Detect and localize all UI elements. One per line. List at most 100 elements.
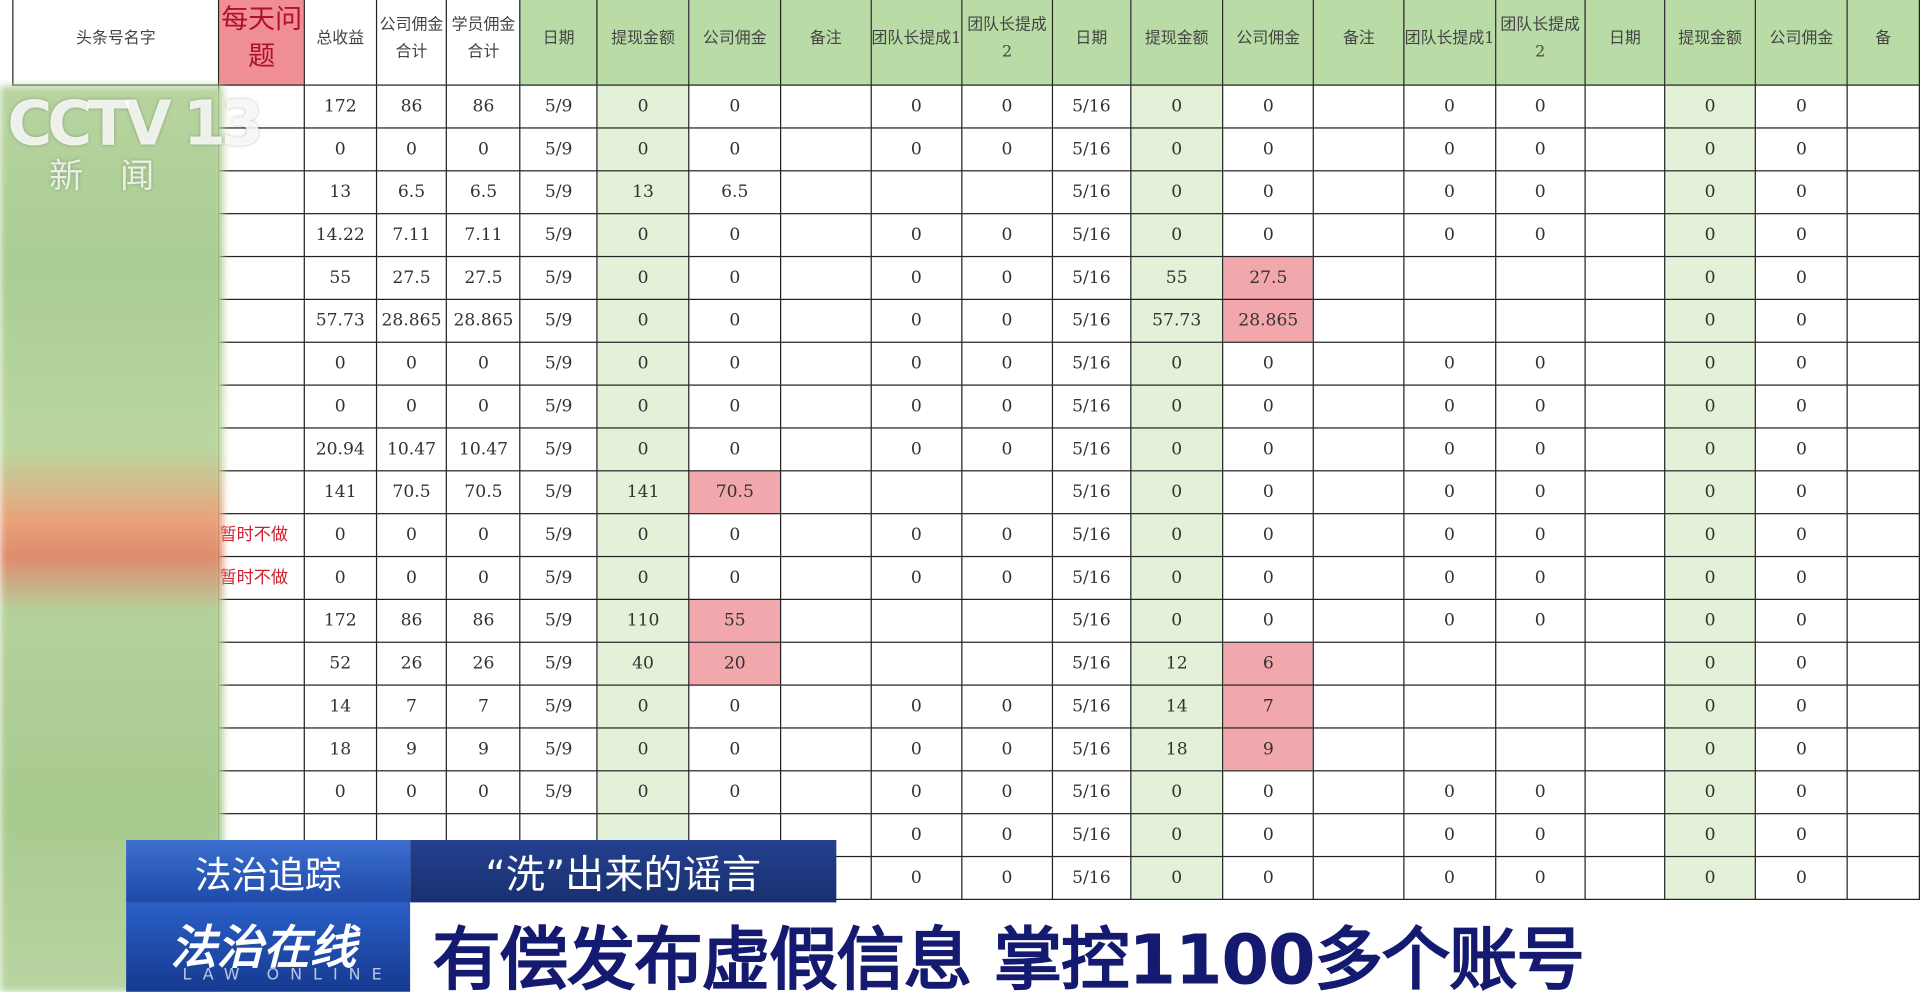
table-cell[interactable]: 0 [688, 255, 782, 301]
table-cell[interactable]: 0 [596, 684, 690, 729]
table-cell[interactable] [780, 427, 872, 472]
issue-cell[interactable] [218, 127, 306, 172]
table-cell[interactable]: 5/16 [1051, 127, 1132, 172]
table-cell[interactable]: 0 [1663, 770, 1757, 815]
table-cell[interactable]: 0 [1222, 598, 1315, 643]
table-cell[interactable]: 5/16 [1051, 255, 1132, 301]
table-cell[interactable]: 0 [1755, 84, 1848, 129]
table-cell[interactable]: 70.5 [446, 470, 521, 515]
table-cell[interactable] [780, 598, 872, 643]
table-cell[interactable]: 0 [870, 855, 963, 901]
table-cell[interactable] [1313, 770, 1405, 815]
table-cell[interactable]: 0 [1130, 770, 1224, 815]
table-cell[interactable]: 0 [1494, 555, 1586, 601]
table-cell[interactable]: 0 [596, 298, 690, 343]
table-cell[interactable] [1403, 641, 1496, 686]
table-cell[interactable] [1584, 341, 1666, 386]
table-cell[interactable]: 0 [1130, 427, 1224, 472]
table-cell[interactable]: 0 [446, 341, 521, 386]
table-cell[interactable] [1584, 384, 1666, 429]
table-cell[interactable] [870, 641, 963, 686]
table-cell[interactable] [1584, 213, 1666, 258]
table-cell[interactable]: 0 [1663, 427, 1757, 472]
table-cell[interactable]: 0 [961, 298, 1053, 343]
table-cell[interactable]: 0 [870, 384, 963, 429]
table-cell[interactable]: 0 [303, 555, 377, 601]
table-cell[interactable]: 0 [1130, 170, 1224, 215]
table-cell[interactable]: 0 [1663, 255, 1757, 301]
table-cell[interactable]: 0 [1663, 127, 1757, 172]
table-cell[interactable]: 0 [870, 298, 963, 343]
table-cell[interactable]: 70.5 [688, 470, 782, 515]
table-cell[interactable] [1584, 427, 1666, 472]
table-cell[interactable]: 0 [1494, 855, 1586, 901]
table-cell[interactable]: 0 [1222, 427, 1315, 472]
issue-cell[interactable] [218, 427, 306, 472]
table-cell[interactable]: 0 [446, 127, 521, 172]
table-cell[interactable] [1494, 641, 1586, 686]
table-cell[interactable]: 0 [303, 127, 377, 172]
table-cell[interactable] [1313, 555, 1405, 601]
table-cell[interactable]: 5/9 [519, 727, 598, 772]
table-cell[interactable]: 0 [1403, 427, 1496, 472]
table-cell[interactable]: 0 [1403, 170, 1496, 215]
table-cell[interactable]: 0 [1663, 813, 1757, 858]
table-cell[interactable]: 57.73 [1130, 298, 1224, 343]
table-cell[interactable] [780, 84, 872, 129]
table-cell[interactable]: 0 [1663, 84, 1757, 129]
table-cell[interactable]: 0 [961, 813, 1053, 858]
table-cell[interactable] [1846, 213, 1920, 258]
table-cell[interactable] [1313, 855, 1405, 901]
issue-cell[interactable]: 暂时不做 [218, 513, 306, 558]
table-cell[interactable]: 0 [961, 384, 1053, 429]
table-cell[interactable]: 13 [596, 170, 690, 215]
table-cell[interactable]: 5/16 [1051, 384, 1132, 429]
table-cell[interactable]: 5/16 [1051, 813, 1132, 858]
table-cell[interactable]: 172 [303, 598, 377, 643]
table-cell[interactable]: 5/9 [519, 384, 598, 429]
table-cell[interactable] [1403, 727, 1496, 772]
table-cell[interactable] [1403, 255, 1496, 301]
table-cell[interactable]: 0 [961, 255, 1053, 301]
table-cell[interactable]: 0 [688, 84, 782, 129]
table-cell[interactable]: 0 [1403, 513, 1496, 558]
table-cell[interactable]: 0 [870, 341, 963, 386]
table-cell[interactable]: 86 [375, 598, 448, 643]
table-cell[interactable]: 0 [1222, 213, 1315, 258]
table-cell[interactable] [1846, 770, 1920, 815]
table-cell[interactable] [1313, 341, 1405, 386]
table-cell[interactable]: 86 [446, 598, 521, 643]
table-cell[interactable]: 13 [303, 170, 377, 215]
table-cell[interactable]: 0 [1222, 384, 1315, 429]
table-cell[interactable]: 40 [596, 641, 690, 686]
table-cell[interactable]: 5/9 [519, 341, 598, 386]
table-cell[interactable] [1846, 427, 1920, 472]
table-cell[interactable] [1403, 298, 1496, 343]
table-cell[interactable]: 0 [1494, 127, 1586, 172]
table-cell[interactable]: 0 [688, 684, 782, 729]
table-cell[interactable]: 0 [961, 513, 1053, 558]
table-cell[interactable]: 5/9 [519, 641, 598, 686]
table-cell[interactable]: 26 [446, 641, 521, 686]
table-cell[interactable]: 0 [688, 213, 782, 258]
table-cell[interactable]: 5/16 [1051, 470, 1132, 515]
table-cell[interactable] [1584, 555, 1666, 601]
table-cell[interactable]: 5/16 [1051, 298, 1132, 343]
table-cell[interactable] [1846, 127, 1920, 172]
table-cell[interactable]: 0 [303, 384, 377, 429]
table-cell[interactable]: 0 [961, 770, 1053, 815]
table-cell[interactable]: 110 [596, 598, 690, 643]
table-cell[interactable] [780, 641, 872, 686]
table-cell[interactable]: 14.22 [303, 213, 377, 258]
table-cell[interactable] [1313, 513, 1405, 558]
table-cell[interactable]: 86 [375, 84, 448, 129]
table-cell[interactable] [1846, 470, 1920, 515]
table-cell[interactable]: 5/16 [1051, 855, 1132, 901]
table-cell[interactable]: 0 [303, 341, 377, 386]
table-cell[interactable] [1846, 255, 1920, 301]
table-cell[interactable]: 0 [1403, 127, 1496, 172]
table-cell[interactable]: 0 [1130, 855, 1224, 901]
table-cell[interactable] [1584, 255, 1666, 301]
issue-cell[interactable] [218, 384, 306, 429]
table-cell[interactable] [1313, 213, 1405, 258]
